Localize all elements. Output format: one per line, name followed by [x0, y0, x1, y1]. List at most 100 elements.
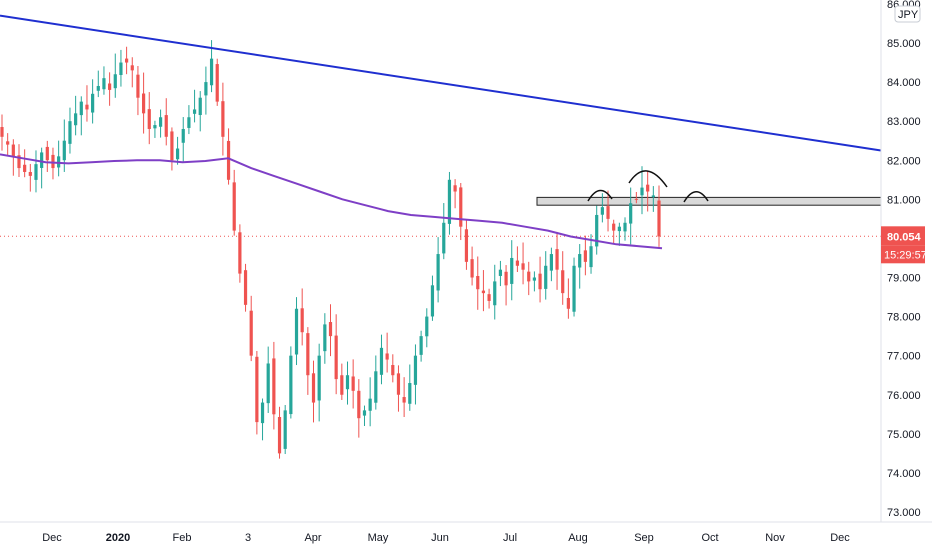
candle[interactable]: [549, 247, 553, 282]
candle[interactable]: [527, 261, 531, 296]
candle-body[interactable]: [51, 154, 55, 169]
candle-body[interactable]: [391, 365, 395, 376]
candle-body[interactable]: [544, 265, 548, 289]
right-shoulder-arc[interactable]: [683, 191, 709, 203]
candle[interactable]: [289, 346, 293, 419]
candle[interactable]: [232, 169, 236, 236]
candle-body[interactable]: [527, 271, 531, 282]
candle[interactable]: [453, 179, 457, 209]
candle[interactable]: [141, 72, 146, 134]
candle[interactable]: [623, 217, 627, 241]
candle-body[interactable]: [470, 259, 474, 278]
candle-body[interactable]: [436, 254, 440, 291]
currency-tag[interactable]: JPY: [894, 5, 921, 23]
candle[interactable]: [572, 257, 576, 317]
candle-body[interactable]: [260, 402, 265, 424]
candle-body[interactable]: [102, 78, 106, 90]
candle-body[interactable]: [170, 131, 174, 161]
candle-body[interactable]: [623, 222, 627, 232]
candle-body[interactable]: [215, 64, 219, 102]
candle[interactable]: [425, 308, 429, 348]
candle-body[interactable]: [646, 184, 650, 192]
candle-body[interactable]: [583, 250, 587, 262]
candle[interactable]: [402, 377, 406, 418]
candle-body[interactable]: [34, 164, 38, 180]
candle[interactable]: [238, 224, 242, 283]
candle[interactable]: [544, 251, 548, 300]
candle[interactable]: [583, 235, 587, 276]
candle-body[interactable]: [323, 324, 327, 352]
candle-body[interactable]: [493, 281, 497, 306]
candle-body[interactable]: [317, 355, 321, 401]
candle[interactable]: [498, 260, 503, 287]
candle[interactable]: [385, 332, 389, 373]
candle-body[interactable]: [232, 182, 236, 231]
candle-body[interactable]: [45, 146, 49, 161]
candle[interactable]: [226, 128, 231, 185]
candle[interactable]: [23, 149, 27, 178]
candle-body[interactable]: [504, 271, 508, 286]
candle[interactable]: [447, 171, 452, 235]
candle[interactable]: [493, 264, 497, 320]
candle[interactable]: [45, 140, 49, 172]
candle-body[interactable]: [606, 206, 610, 219]
candle-body[interactable]: [192, 109, 197, 114]
candle-body[interactable]: [600, 207, 604, 215]
candle[interactable]: [646, 170, 650, 212]
candle[interactable]: [266, 346, 270, 413]
candle[interactable]: [28, 163, 32, 192]
candle[interactable]: [300, 288, 304, 346]
candle-body[interactable]: [221, 101, 225, 137]
candle[interactable]: [192, 89, 197, 123]
candle[interactable]: [362, 405, 367, 426]
candle-body[interactable]: [442, 222, 446, 254]
candle[interactable]: [153, 120, 157, 138]
candle-body[interactable]: [532, 277, 536, 281]
candle-body[interactable]: [158, 117, 163, 127]
candle-body[interactable]: [357, 390, 361, 419]
candle-body[interactable]: [68, 121, 72, 144]
candle-body[interactable]: [113, 74, 117, 89]
candle[interactable]: [510, 240, 514, 301]
candle-body[interactable]: [226, 140, 231, 180]
candle-body[interactable]: [96, 85, 100, 91]
candle-body[interactable]: [283, 410, 287, 449]
candle-body[interactable]: [340, 375, 344, 395]
candle[interactable]: [317, 343, 321, 422]
candle[interactable]: [578, 244, 582, 289]
candle[interactable]: [119, 49, 123, 87]
candle[interactable]: [555, 231, 559, 290]
candle[interactable]: [221, 82, 225, 156]
candle-body[interactable]: [272, 358, 276, 415]
candle-body[interactable]: [481, 290, 486, 294]
candle-body[interactable]: [79, 101, 83, 116]
candle[interactable]: [260, 398, 265, 441]
candle-body[interactable]: [396, 373, 401, 395]
candle-body[interactable]: [629, 203, 633, 224]
candle[interactable]: [357, 379, 361, 438]
candle-body[interactable]: [634, 198, 638, 200]
candle[interactable]: [470, 246, 474, 286]
candle-body[interactable]: [578, 254, 582, 268]
moving-average-line[interactable]: [0, 153, 663, 250]
candle-body[interactable]: [447, 179, 452, 224]
candle[interactable]: [68, 107, 72, 154]
candle[interactable]: [158, 109, 163, 138]
candle-body[interactable]: [362, 410, 367, 416]
candle-body[interactable]: [108, 83, 112, 90]
candle-body[interactable]: [538, 273, 542, 290]
candle-body[interactable]: [413, 355, 418, 385]
candle[interactable]: [532, 271, 536, 292]
candle-body[interactable]: [255, 356, 259, 423]
candle-body[interactable]: [617, 226, 621, 232]
candle[interactable]: [34, 150, 38, 193]
candle[interactable]: [91, 79, 95, 124]
candle[interactable]: [606, 190, 610, 232]
candle[interactable]: [17, 144, 21, 177]
candle-body[interactable]: [85, 104, 89, 110]
candle-body[interactable]: [130, 65, 134, 71]
candle-body[interactable]: [289, 355, 293, 415]
candle[interactable]: [323, 313, 327, 364]
